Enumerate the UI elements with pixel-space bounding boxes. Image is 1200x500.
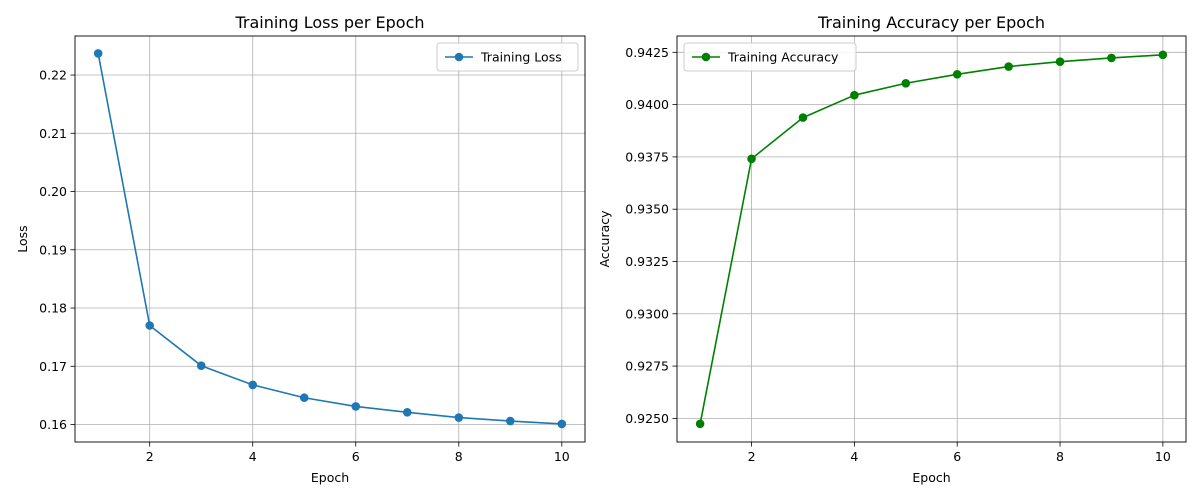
data-point (93, 49, 103, 58)
series-line (699, 54, 1163, 424)
legend-label: Training Accuracy (727, 50, 839, 65)
data-point (1004, 62, 1013, 71)
y-tick-label: 0.18 (39, 301, 67, 316)
chart-title: Training Accuracy per Epoch (817, 13, 1045, 32)
x-tick-label: 8 (1056, 449, 1064, 464)
series-line (97, 53, 562, 425)
x-tick-label: 4 (249, 449, 257, 464)
chart-title: Training Loss per Epoch (234, 13, 424, 32)
y-axis-label: Loss (15, 225, 30, 252)
y-tick-label: 0.9275 (625, 359, 669, 374)
data-point (798, 113, 808, 122)
data-point (299, 393, 309, 403)
data-point (1158, 50, 1168, 60)
legend-marker (701, 52, 711, 62)
data-point (695, 419, 705, 429)
data-point (506, 416, 515, 426)
x-tick-label: 2 (748, 449, 756, 464)
y-tick-label: 0.21 (39, 126, 67, 141)
x-tick-label: 2 (146, 449, 154, 464)
legend-marker (454, 52, 464, 62)
data-point (248, 380, 258, 390)
data-point (952, 69, 962, 79)
x-tick-label: 4 (850, 449, 858, 464)
chart-panel-1: 2 4 6 8 10 0.16 0.17 0.18 0.19 0.20 0.21 0.22 Traini… (15, 13, 586, 485)
x-tick-label: 10 (1155, 449, 1171, 464)
x-axis-label: Epoch (912, 470, 950, 485)
data-point (1107, 53, 1116, 63)
chart-panel-2: 2 4 6 8 10 0.9250 0.9275 0.9300 0.9325 0.9350 0.93… (597, 13, 1187, 485)
y-tick-label: 0.20 (39, 184, 67, 199)
legend-label: Training Loss (480, 50, 562, 65)
legend: Training Accuracy (683, 42, 857, 72)
data-point (557, 419, 567, 429)
y-tick-label: 0.19 (39, 242, 67, 257)
data-point (850, 90, 859, 100)
data-point (1055, 57, 1065, 67)
data-point (454, 413, 464, 422)
x-tick-label: 8 (455, 449, 463, 464)
y-tick-label: 0.22 (39, 68, 67, 83)
legend-box (683, 42, 857, 72)
data-point (747, 154, 756, 164)
y-tick-label: 0.9300 (625, 306, 669, 321)
x-tick-label: 6 (953, 449, 961, 464)
y-tick-label: 0.9425 (625, 45, 669, 60)
data-point (351, 402, 361, 411)
x-tick-label: 10 (554, 449, 570, 464)
x-tick-label: 6 (352, 449, 360, 464)
y-tick-label: 0.9250 (625, 411, 669, 426)
data-point (402, 407, 412, 417)
y-tick-label: 0.9375 (625, 149, 669, 164)
legend: Training Loss (436, 42, 579, 72)
y-tick-label: 0.9350 (625, 202, 669, 217)
plot-area (677, 36, 1186, 442)
y-tick-label: 0.16 (39, 417, 67, 432)
y-tick-label: 0.9400 (625, 97, 669, 112)
x-axis-label: Epoch (311, 470, 349, 485)
axes-frame (676, 35, 1187, 443)
y-tick-label: 0.17 (39, 359, 67, 374)
y-tick-label: 0.9325 (625, 254, 669, 269)
plot-area (75, 36, 585, 442)
y-axis-label: Accuracy (597, 210, 612, 268)
axes-frame (74, 35, 586, 443)
legend-box (436, 42, 579, 72)
data-point (196, 361, 206, 370)
data-point (901, 78, 911, 88)
data-point (145, 321, 154, 330)
